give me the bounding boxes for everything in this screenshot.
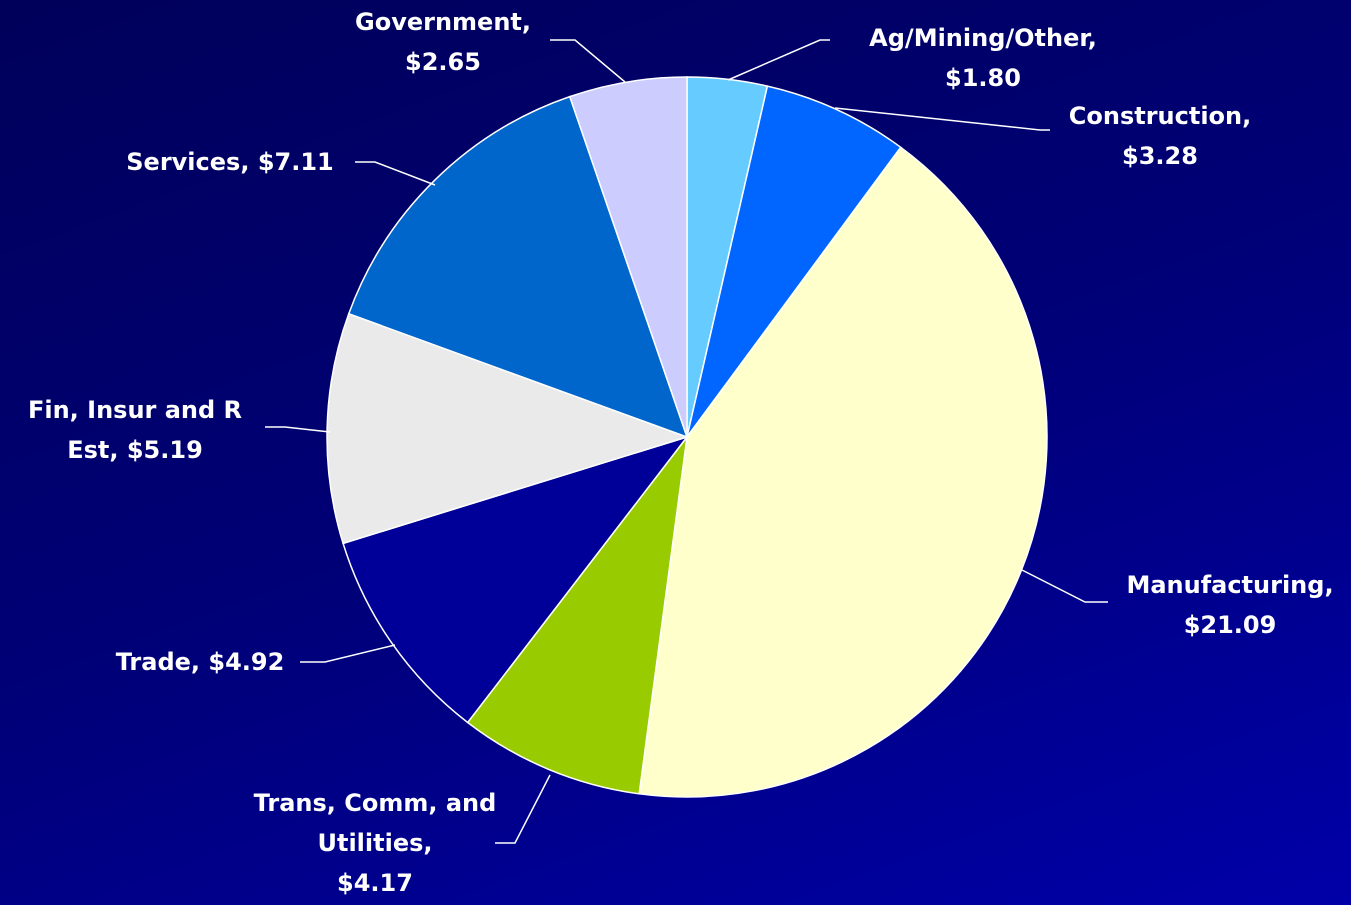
slices xyxy=(326,76,1048,798)
value-label: $21.09 xyxy=(1183,611,1277,639)
pie-slice xyxy=(638,146,1048,798)
value-label: $1.80 xyxy=(945,64,1021,92)
leader-line xyxy=(495,774,551,844)
category-label: Government, xyxy=(355,8,531,36)
category-label: Ag/Mining/Other, xyxy=(869,24,1097,52)
value-label: $2.65 xyxy=(405,48,481,76)
pie-slice xyxy=(326,312,690,545)
category-label: Services, xyxy=(126,148,250,176)
pie-slice xyxy=(568,76,688,438)
slice-label: Fin, Insur and R Est, $5.19 xyxy=(0,390,270,470)
value-label: $5.19 xyxy=(126,436,203,464)
value-label: $4.17 xyxy=(337,869,413,897)
category-label: Fin, Insur and R Est, xyxy=(27,396,243,464)
slice-label: Trade, $4.92 xyxy=(60,642,340,682)
slice-label: Trans, Comm, and Utilities, $4.17 xyxy=(240,783,510,903)
value-label: $3.28 xyxy=(1122,142,1198,170)
category-label: Manufacturing, xyxy=(1126,571,1334,599)
slice-label: Government, $2.65 xyxy=(300,2,586,82)
value-label: $7.11 xyxy=(257,148,334,176)
slice-label: Manufacturing, $21.09 xyxy=(1095,565,1351,645)
slice-label: Construction, $3.28 xyxy=(1000,96,1320,176)
leader-line xyxy=(727,39,830,81)
slice-label: Ag/Mining/Other, $1.80 xyxy=(823,18,1143,98)
leader-line xyxy=(265,426,331,433)
leader-line xyxy=(355,161,436,186)
value-label: $4.92 xyxy=(208,648,285,676)
category-label: Construction, xyxy=(1068,102,1252,130)
leader-lines xyxy=(265,39,1108,844)
pie-slice xyxy=(686,85,902,438)
pie-slice xyxy=(347,95,689,439)
category-label: Trade, xyxy=(115,648,201,676)
leader-line xyxy=(1021,569,1108,603)
leader-line xyxy=(550,39,626,83)
slice-label: Services, $7.11 xyxy=(80,142,380,182)
leader-line xyxy=(834,107,1050,131)
pie-slice xyxy=(342,435,690,724)
category-label: Trans, Comm, and Utilities, xyxy=(253,789,497,857)
leader-line xyxy=(300,644,396,663)
pie-slice xyxy=(466,434,689,795)
